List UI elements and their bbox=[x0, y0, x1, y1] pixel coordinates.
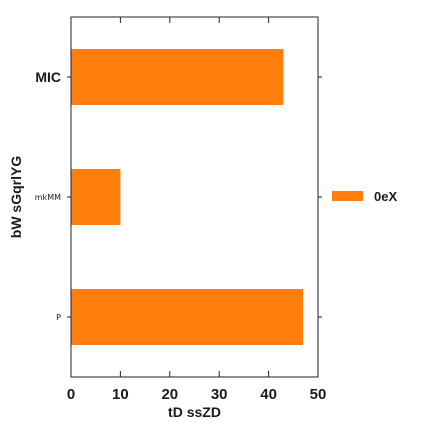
bar-mkMM bbox=[71, 168, 121, 226]
x-tick-label: 50 bbox=[310, 386, 327, 403]
y-tick-label-P: P bbox=[56, 313, 61, 322]
x-tick-label: 20 bbox=[161, 386, 178, 403]
bar-MIC bbox=[71, 48, 284, 106]
x-tick-label: 10 bbox=[112, 386, 129, 403]
x-tick-label: 30 bbox=[211, 386, 228, 403]
legend-swatch bbox=[332, 191, 363, 201]
x-tick-label: 0 bbox=[67, 386, 75, 403]
bars-layer bbox=[71, 48, 304, 346]
x-tick-label: 40 bbox=[260, 386, 277, 403]
legend: 0eX bbox=[332, 189, 397, 204]
y-axis-label: bW sGqrlYG bbox=[8, 156, 24, 239]
x-axis-label: tD ssZD bbox=[168, 404, 221, 420]
y-tick-label-MIC: MIC bbox=[35, 69, 61, 85]
legend-label: 0eX bbox=[374, 189, 397, 204]
y-tick-label-mkMM: mkMM bbox=[35, 193, 61, 202]
bar-P bbox=[71, 288, 304, 346]
